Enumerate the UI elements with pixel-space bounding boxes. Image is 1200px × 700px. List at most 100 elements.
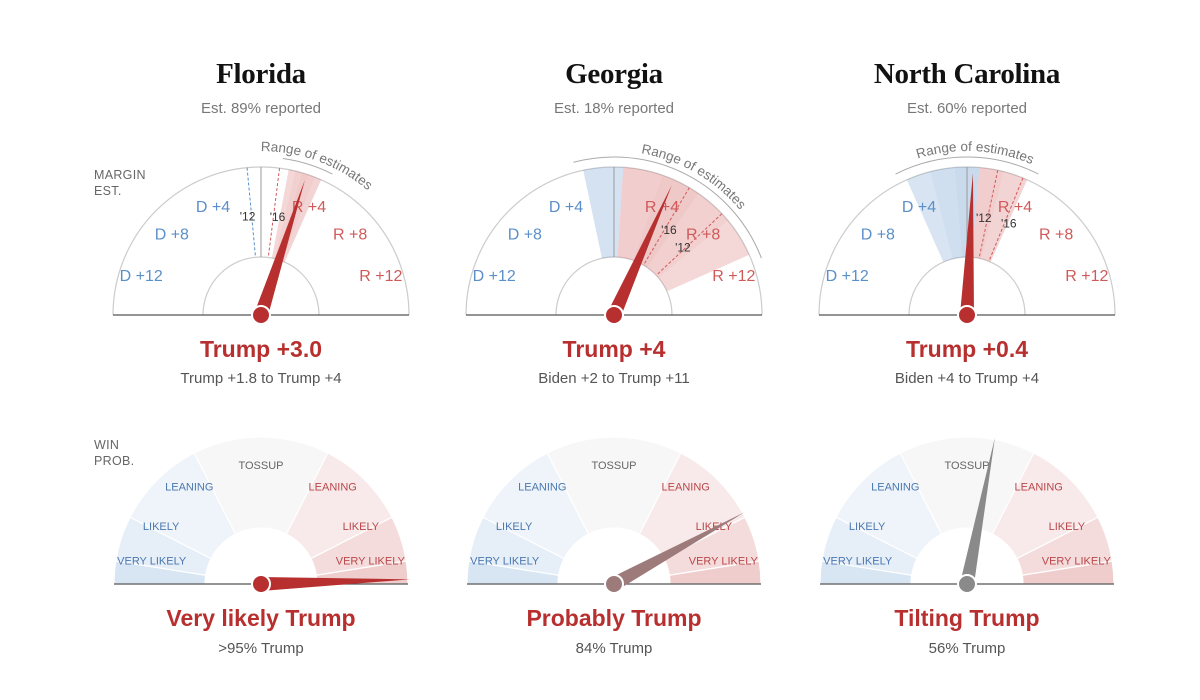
state-title: North Carolina xyxy=(873,58,1061,90)
range-segment xyxy=(617,167,663,261)
range-segment xyxy=(274,171,302,260)
tick-label-d: D +12 xyxy=(120,268,163,285)
range-label: Range of estimates xyxy=(914,139,1036,167)
tick-label-r: R +8 xyxy=(1039,227,1073,244)
tick-label-r: R +12 xyxy=(1065,268,1108,285)
prob-band xyxy=(193,436,329,535)
range-bracket xyxy=(282,158,333,175)
needle xyxy=(254,179,305,318)
needle-hub xyxy=(957,574,977,594)
axis-label-margin: MARGIN EST. xyxy=(94,167,146,199)
axis-label-margin-line1: MARGIN xyxy=(94,168,146,182)
margin-range-text: Biden +2 to Trump +11 xyxy=(538,370,690,387)
historical-label: '12 xyxy=(240,209,256,223)
historical-label: '12 xyxy=(675,241,691,255)
band-label: LEANING xyxy=(165,481,213,493)
margin-headline: Trump +4 xyxy=(562,336,666,362)
band-label: TOSSUP xyxy=(238,460,283,472)
win-gauge: VERY LIKELYLIKELYLEANINGTOSSUPLEANINGLIK… xyxy=(466,436,762,594)
range-segment xyxy=(906,171,953,263)
needle-hub xyxy=(604,305,624,325)
margin-gauge: Range of estimates'12'16D +4 R +4D +8 R +8… xyxy=(465,141,763,325)
margin-range-text: Biden +4 to Trump +4 xyxy=(894,370,1040,387)
panel-florida: Florida Est. 89% reported Range of estim… xyxy=(61,0,461,700)
needle xyxy=(607,185,672,318)
reported-text: Est. 89% reported xyxy=(200,100,322,117)
tick-label-r: R +4 xyxy=(292,199,326,216)
range-bracket xyxy=(573,156,762,259)
range-segment xyxy=(647,193,729,279)
tick-label-d: D +4 xyxy=(196,199,230,216)
win-headline: Probably Trump xyxy=(526,605,702,631)
margin-range-text: Trump +1.8 to Trump +4 xyxy=(180,370,342,387)
panel-georgia: Georgia Est. 18% reported Range of estim… xyxy=(414,0,814,700)
margin-gauge: Range of estimates'12'16D +4 R +4D +8 R +8… xyxy=(112,139,410,325)
range-segment xyxy=(658,220,750,292)
state-title: Georgia xyxy=(565,58,663,90)
historical-label: '16 xyxy=(1001,216,1017,230)
prob-band xyxy=(899,436,1035,535)
tick-label-d: D +4 xyxy=(549,199,583,216)
range-segment xyxy=(583,167,624,259)
needle xyxy=(960,173,974,316)
band-label: LIKELY xyxy=(143,521,180,533)
band-label: TOSSUP xyxy=(591,460,636,472)
panel-north-carolina: North Carolina Est. 60% reported Range o… xyxy=(767,0,1167,700)
win-prob-text: 84% Trump xyxy=(575,640,653,657)
win-prob-text: 56% Trump xyxy=(928,640,1006,657)
needle-hub xyxy=(251,574,271,594)
tick-label-d: D +8 xyxy=(155,227,189,244)
axis-label-margin-line2: EST. xyxy=(94,184,122,198)
state-title: Florida xyxy=(216,58,306,90)
win-gauge: VERY LIKELY LIKELY LEANING TOSSUP LEANING LIK… xyxy=(113,436,410,594)
band-label: LEANING xyxy=(871,481,919,493)
reported-text: Est. 18% reported xyxy=(553,100,675,117)
range-bracket xyxy=(895,156,1039,175)
needle-hub xyxy=(604,574,624,594)
band-label: VERY LIKELY xyxy=(336,556,406,568)
margin-gauge: Range of estimates'12'16D +4 R +4D +8 R +8… xyxy=(818,139,1116,325)
historical-label: '12 xyxy=(976,211,992,225)
margin-headline: Trump +0.4 xyxy=(905,336,1029,362)
axis-label-win: WIN PROB. xyxy=(94,437,134,469)
prob-band xyxy=(546,436,682,535)
win-headline: Tilting Trump xyxy=(894,605,1040,631)
band-label: LEANING xyxy=(662,481,710,493)
needle xyxy=(260,577,410,591)
range-segment xyxy=(971,167,1004,259)
tick-label-r: R +12 xyxy=(359,268,402,285)
band-label: LIKELY xyxy=(343,521,380,533)
range-segment xyxy=(282,177,322,263)
historical-label: '16 xyxy=(270,210,286,224)
band-label: VERY LIKELY xyxy=(689,556,759,568)
band-label: LEANING xyxy=(309,481,357,493)
tick-label-r: R +8 xyxy=(333,227,367,244)
tick-label-r: R +8 xyxy=(686,227,720,244)
needle-hub xyxy=(957,305,977,325)
band-label: LEANING xyxy=(518,481,566,493)
needle xyxy=(960,437,995,586)
tick-label-d: D +12 xyxy=(826,268,869,285)
tick-label-r: R +12 xyxy=(712,268,755,285)
band-label: VERY LIKELY xyxy=(1042,556,1112,568)
band-label: LIKELY xyxy=(496,521,533,533)
needle xyxy=(610,512,745,591)
tick-label-d: D +4 xyxy=(902,199,936,216)
win-gauge: VERY LIKELY LIKELY LEANING TOSSUP LEANING LIK… xyxy=(819,436,1115,594)
range-segment xyxy=(930,167,963,259)
tick-label-d: D +8 xyxy=(861,227,895,244)
win-headline: Very likely Trump xyxy=(166,605,356,631)
axis-label-win-line2: PROB. xyxy=(94,454,135,468)
tick-label-d: D +12 xyxy=(473,268,516,285)
margin-headline: Trump +3.0 xyxy=(199,336,323,362)
band-label: LIKELY xyxy=(1049,521,1086,533)
band-label: VERY LIKELY xyxy=(470,556,540,568)
range-segment xyxy=(271,169,296,259)
historical-label: '16 xyxy=(661,223,677,237)
band-label: LEANING xyxy=(1015,481,1063,493)
band-label: LIKELY xyxy=(849,521,886,533)
win-prob-text: >95% Trump xyxy=(218,640,304,657)
axis-label-win-line1: WIN xyxy=(94,438,120,452)
band-label: TOSSUP xyxy=(944,460,989,472)
inner-arc xyxy=(555,256,673,316)
